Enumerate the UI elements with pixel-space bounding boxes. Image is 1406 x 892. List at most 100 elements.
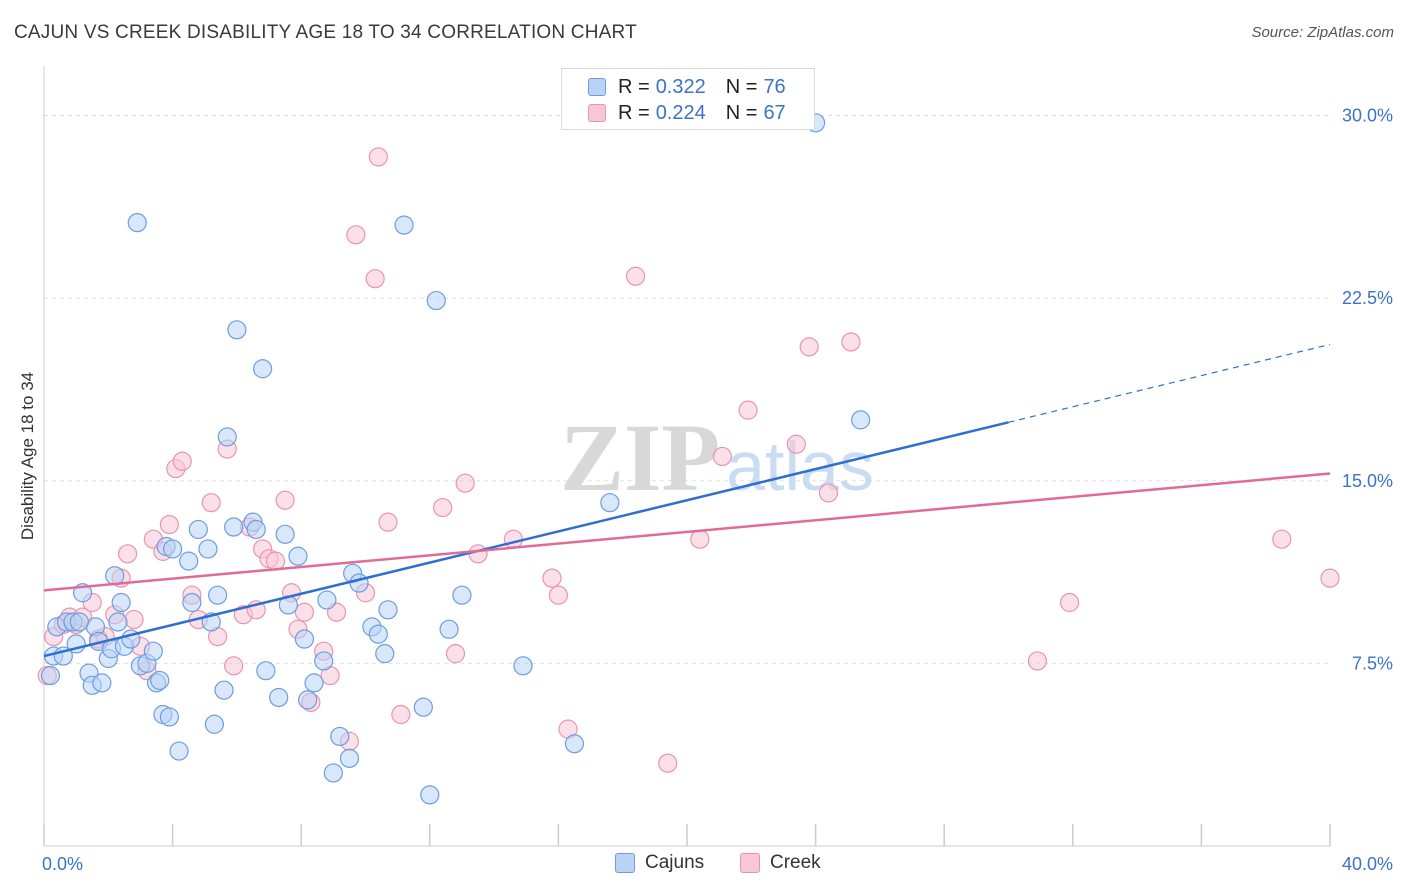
y-tick-label: 15.0% [1342, 471, 1393, 491]
cajuns-point [217, 427, 237, 447]
creek-point [738, 400, 758, 420]
legend-r-value: 0.322 [655, 75, 706, 98]
creek-point [346, 225, 366, 245]
cajuns-point [208, 585, 228, 605]
cajuns-point [368, 624, 388, 644]
legend-item-creek: Creek [740, 852, 821, 874]
cajuns-point [339, 748, 360, 768]
creek-point [1027, 651, 1048, 671]
cajuns-point [439, 619, 459, 639]
cajuns-point [513, 656, 533, 676]
creek-point [786, 434, 806, 454]
legend-row-cajuns: R = 0.322 N = 76 [588, 75, 786, 99]
creek-point [690, 529, 710, 549]
creek-point [201, 493, 221, 513]
creek-point [124, 609, 144, 630]
cajuns-point [69, 612, 89, 632]
cajuns-point [330, 726, 350, 747]
creek-point [224, 656, 244, 676]
creek-point [455, 473, 475, 493]
cajuns-point [143, 641, 163, 661]
y-tick-label: 7.5% [1352, 653, 1393, 673]
creek-point [172, 451, 192, 471]
creek-point [841, 332, 861, 352]
creek-point [1272, 529, 1292, 549]
legend-swatch-pink [588, 104, 606, 122]
cajuns-point [378, 600, 398, 620]
legend-r-label: R = [618, 101, 650, 124]
axes [43, 66, 1331, 847]
cajuns-point [163, 539, 183, 559]
cajuns-point [314, 651, 334, 671]
cajuns-point [188, 519, 208, 540]
creek-point [265, 551, 286, 571]
creek-point [468, 544, 488, 564]
cajuns-point [323, 763, 343, 783]
creek-point [378, 512, 398, 532]
creek-point [445, 644, 466, 664]
x-tick-label: 40.0% [1342, 854, 1393, 874]
legend-swatch-creek [740, 853, 760, 873]
series-legend: Cajuns Creek [0, 852, 1406, 878]
creek-point [1059, 592, 1080, 613]
tick-labels: 7.5% 15.0% 22.5% 30.0% 0.0% 40.0% [42, 106, 1393, 874]
cajuns-point [375, 644, 395, 664]
cajuns-point [304, 673, 324, 693]
creek-point [159, 514, 179, 535]
cajuns-point [182, 592, 202, 613]
cajuns-point [111, 592, 131, 613]
cajuns-point [198, 539, 218, 559]
cajuns-point [317, 590, 337, 610]
cajuns-point [600, 493, 620, 513]
legend-label-cajuns: Cajuns [645, 852, 705, 873]
cajuns-trend-extension [1008, 343, 1331, 423]
creek-point [542, 568, 562, 588]
legend-row-creek: R = 0.224 N = 67 [588, 101, 786, 125]
cajuns-point [150, 670, 170, 691]
cajuns-point [127, 213, 147, 233]
cajuns-point [426, 290, 446, 311]
y-tick-label: 30.0% [1342, 106, 1393, 126]
legend-label-creek: Creek [770, 852, 821, 873]
correlation-legend: R = 0.322 N = 76 R = 0.224 N = 67 [561, 68, 815, 130]
y-tick-label: 22.5% [1342, 288, 1393, 308]
creek-point [294, 602, 315, 622]
cajuns-point [564, 734, 585, 754]
cajuns-point [108, 612, 128, 632]
cajuns-point [420, 785, 440, 805]
legend-swatch-cajuns [615, 853, 635, 873]
legend-swatch-blue [588, 78, 606, 96]
cajuns-point [452, 585, 472, 605]
cajuns-point [159, 707, 179, 727]
cajuns-point [204, 714, 224, 734]
creek-point [1320, 568, 1340, 588]
creek-point [799, 337, 819, 357]
creek-point [818, 483, 839, 503]
watermark-zip: ZIP [560, 404, 720, 511]
cajuns-point [275, 524, 295, 544]
creek-point [712, 446, 732, 467]
cajuns-point [246, 519, 266, 540]
source-label: Source: ZipAtlas.com [1251, 24, 1394, 41]
creek-point [548, 585, 569, 605]
cajuns-point [269, 687, 289, 708]
legend-r-value: 0.224 [655, 101, 706, 124]
cajuns-point [851, 410, 871, 430]
grid-lines [44, 115, 1330, 664]
legend-r-label: R = [618, 75, 650, 98]
legend-n-label: N = [725, 75, 758, 98]
cajuns-point [349, 573, 369, 593]
creek-point [117, 544, 138, 564]
cajuns-point [253, 359, 273, 379]
cajuns-point [394, 215, 414, 235]
legend-n-value: 76 [763, 75, 786, 98]
creek-point [433, 497, 453, 518]
creek-point [368, 147, 388, 167]
legend-n-value: 67 [763, 101, 786, 124]
cajuns-point [288, 546, 308, 566]
cajuns-point [294, 629, 315, 649]
cajuns-point [227, 320, 247, 340]
creek-point [391, 704, 411, 725]
cajuns-point [413, 697, 433, 717]
